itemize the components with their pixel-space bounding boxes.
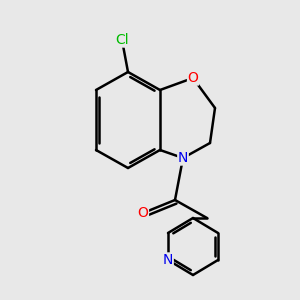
- Text: N: N: [178, 151, 188, 165]
- Text: N: N: [163, 253, 173, 267]
- Text: O: O: [138, 206, 148, 220]
- Text: O: O: [188, 71, 198, 85]
- Text: Cl: Cl: [115, 33, 129, 47]
